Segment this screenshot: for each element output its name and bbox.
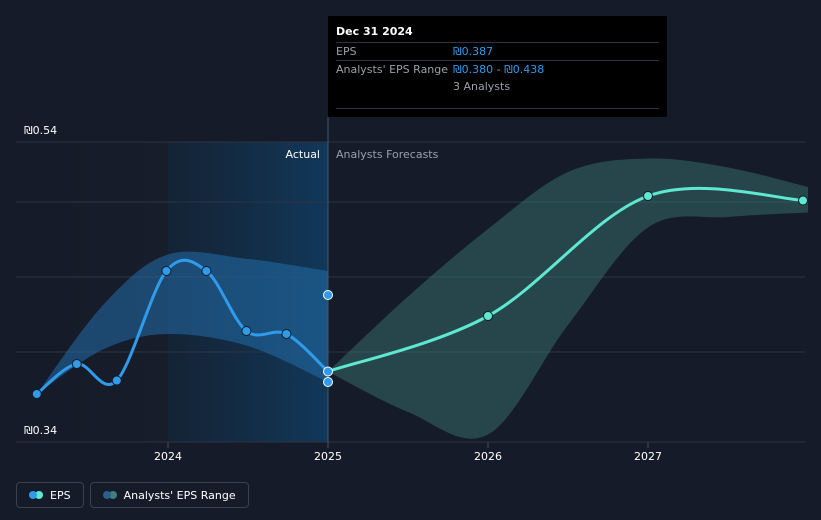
tooltip-analysts-row: 3 Analysts <box>336 78 659 95</box>
eps-legend-icon <box>29 491 43 499</box>
legend: EPS Analysts' EPS Range <box>16 482 249 508</box>
eps-forecast-point[interactable] <box>483 311 493 321</box>
eps-actual-point[interactable] <box>111 375 122 386</box>
tooltip-eps-row: EPS ₪0.387 <box>336 42 659 60</box>
y-label-top: ₪0.54 <box>24 124 57 137</box>
y-label-bottom: ₪0.34 <box>24 424 57 437</box>
eps-forecast-line <box>327 186 806 373</box>
range-marker[interactable] <box>323 290 333 300</box>
legend-item-eps[interactable]: EPS <box>16 482 84 508</box>
eps-actual-line <box>35 258 330 396</box>
tooltip-eps-value: ₪0.387 <box>453 45 494 58</box>
tooltip-range-high: ₪0.438 <box>504 63 545 76</box>
tooltip-range-label: Analysts' EPS Range <box>336 63 449 76</box>
actual-label: Actual <box>286 148 320 161</box>
x-tick-label: 2027 <box>634 450 662 463</box>
tooltip-analysts: 3 Analysts <box>453 80 511 93</box>
legend-eps-label: EPS <box>50 488 71 502</box>
x-axis-ticks: 2024 2025 2026 2027 <box>154 442 662 463</box>
tooltip: Dec 31 2024 EPS ₪0.387 Analysts' EPS Ran… <box>328 16 667 117</box>
range-band-actual <box>36 251 329 394</box>
eps-actual-point[interactable] <box>161 266 172 276</box>
eps-forecast-point[interactable] <box>323 366 333 377</box>
range-marker[interactable] <box>323 377 333 387</box>
eps-forecast-point[interactable] <box>798 195 808 206</box>
x-tick-label: 2024 <box>154 450 182 463</box>
eps-actual-point[interactable] <box>31 389 42 399</box>
eps-actual-point[interactable] <box>241 326 252 336</box>
tooltip-eps-label: EPS <box>336 45 357 58</box>
x-tick-label: 2025 <box>314 450 342 463</box>
eps-actual-point[interactable] <box>281 329 292 339</box>
forecast-label: Analysts Forecasts <box>336 148 439 161</box>
eps-actual-point[interactable] <box>71 359 82 369</box>
x-tick-label: 2026 <box>474 450 502 463</box>
range-band-forecast <box>328 158 808 439</box>
eps-range-bands <box>36 158 808 439</box>
tooltip-range-row: Analysts' EPS Range ₪0.380 - ₪0.438 <box>336 60 659 78</box>
gridlines <box>16 141 805 443</box>
eps-lines <box>35 186 806 396</box>
eps-actual-point[interactable] <box>201 266 212 276</box>
tooltip-range-low: ₪0.380 <box>453 63 494 76</box>
tooltip-range-sep: - <box>493 63 505 76</box>
eps-forecast-point[interactable] <box>643 191 653 201</box>
tooltip-date: Dec 31 2024 <box>336 25 413 38</box>
legend-item-range[interactable]: Analysts' EPS Range <box>89 482 249 508</box>
eps-markers <box>31 191 808 399</box>
range-legend-icon <box>102 491 117 499</box>
legend-range-label: Analysts' EPS Range <box>123 488 236 502</box>
